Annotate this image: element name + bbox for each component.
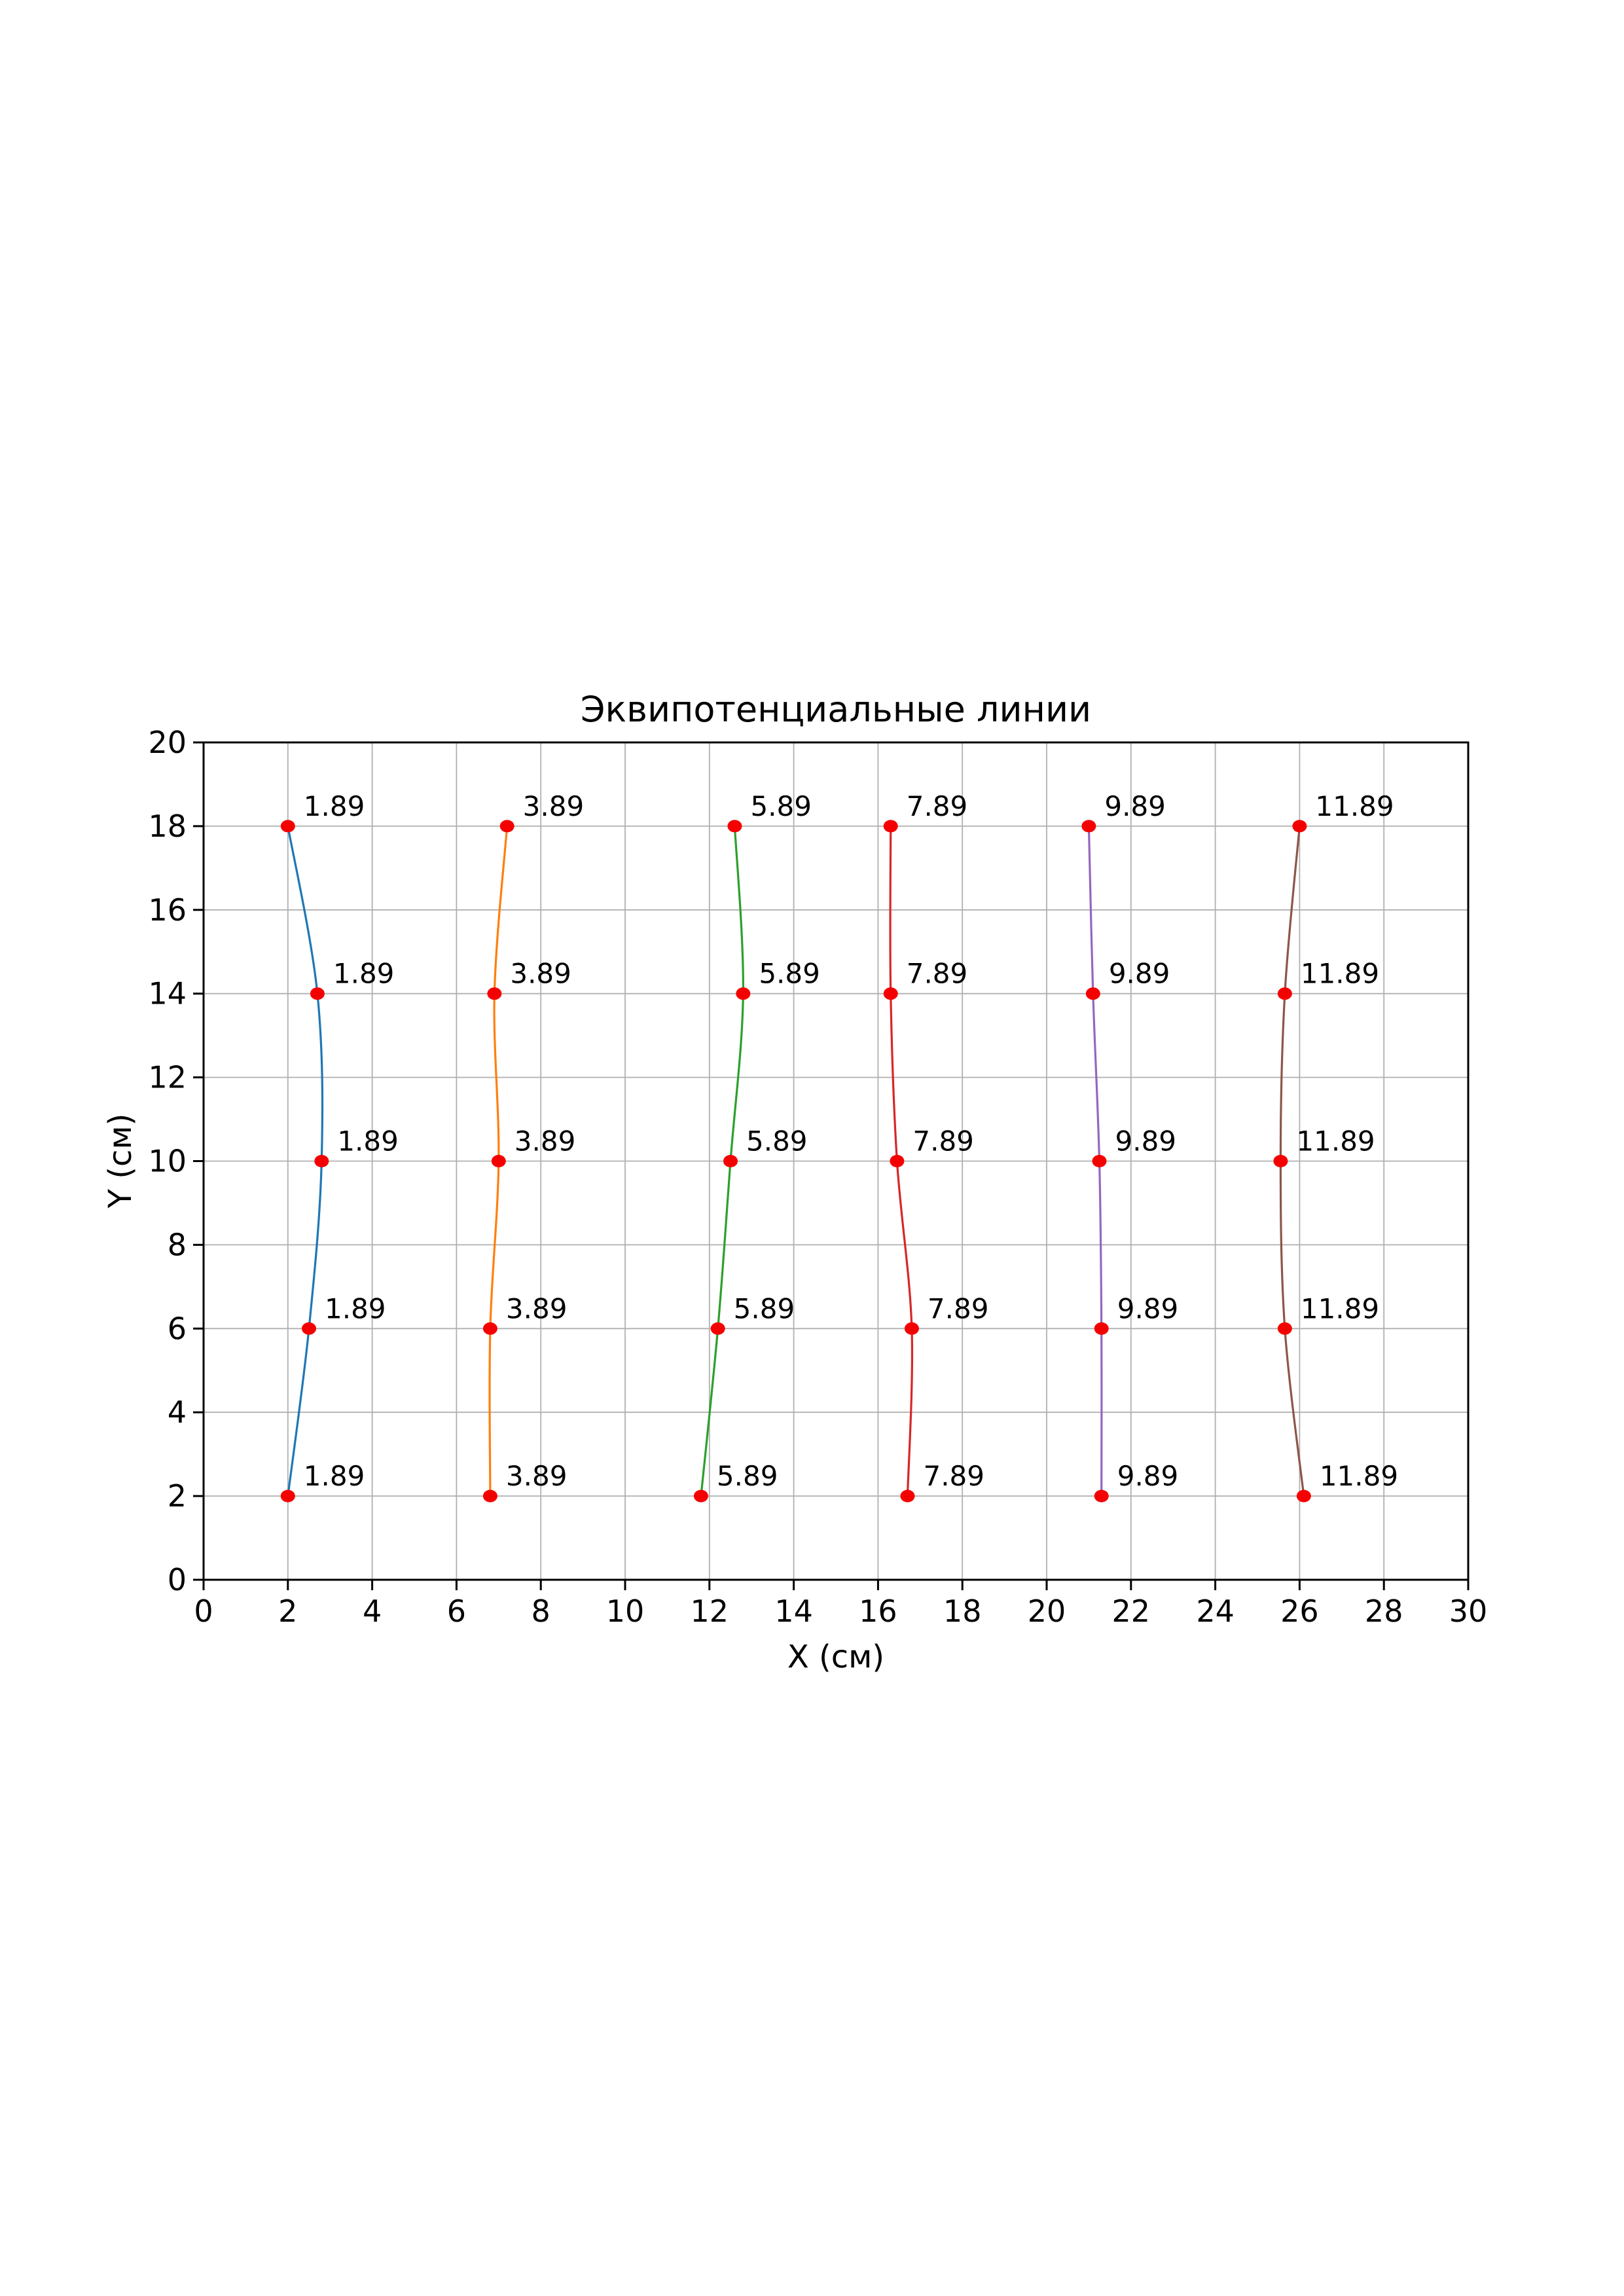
- point-label: 3.89: [510, 958, 571, 990]
- point-label: 11.89: [1301, 1292, 1379, 1324]
- point-label: 5.89: [759, 958, 820, 990]
- y-tick-label: 14: [148, 976, 187, 1011]
- point-label: 5.89: [746, 1125, 808, 1157]
- point-label: 1.89: [304, 1460, 365, 1492]
- point-label: 9.89: [1115, 1125, 1177, 1157]
- x-tick-label: 4: [363, 1594, 382, 1629]
- point-label: 1.89: [337, 1125, 399, 1157]
- data-point-marker: [1277, 987, 1292, 1000]
- data-point-marker: [1081, 820, 1096, 833]
- data-point-marker: [904, 1322, 919, 1335]
- point-label: 1.89: [333, 958, 395, 990]
- point-label: 5.89: [717, 1460, 778, 1492]
- data-point-marker: [900, 1489, 915, 1503]
- y-tick-label: 20: [148, 725, 187, 760]
- y-tick-label: 16: [148, 892, 187, 928]
- y-tick-label: 0: [168, 1562, 187, 1597]
- data-point-marker: [883, 987, 898, 1000]
- data-point-marker: [1273, 1155, 1288, 1167]
- x-tick-label: 30: [1449, 1594, 1488, 1629]
- x-tick-label: 0: [194, 1594, 213, 1629]
- data-point-marker: [1094, 1489, 1109, 1503]
- point-label: 5.89: [750, 790, 812, 822]
- data-point-marker: [487, 987, 502, 1000]
- x-tick-label: 16: [859, 1594, 897, 1629]
- data-point-marker: [693, 1489, 708, 1503]
- y-tick-label: 6: [168, 1311, 187, 1346]
- data-point-marker: [280, 1489, 295, 1503]
- data-point-marker: [314, 1155, 329, 1167]
- y-tick-label: 8: [168, 1227, 187, 1262]
- x-tick-label: 10: [606, 1594, 645, 1629]
- plot-spines: [202, 741, 1470, 1581]
- point-label: 7.89: [923, 1460, 984, 1492]
- point-label: 11.89: [1301, 958, 1379, 990]
- data-point-marker: [1296, 1489, 1311, 1503]
- data-point-marker: [302, 1322, 316, 1335]
- point-label: 7.89: [912, 1125, 974, 1157]
- y-tick-label: 12: [148, 1060, 187, 1095]
- x-tick-label: 24: [1196, 1594, 1235, 1629]
- point-label: 7.89: [907, 958, 968, 990]
- point-label: 3.89: [506, 1460, 568, 1492]
- data-point-marker: [1277, 1322, 1292, 1335]
- data-point-marker: [280, 820, 295, 833]
- data-point-marker: [723, 1155, 738, 1167]
- point-label: 11.89: [1296, 1125, 1375, 1157]
- point-label: 9.89: [1117, 1292, 1179, 1324]
- x-tick-label: 6: [447, 1594, 466, 1629]
- y-axis-label: Y (см): [102, 1114, 139, 1209]
- x-tick-label: 14: [774, 1594, 813, 1629]
- x-tick-label: 18: [943, 1594, 982, 1629]
- y-tick-label: 4: [168, 1394, 187, 1430]
- y-tick-label: 18: [148, 809, 187, 844]
- x-tick-label: 28: [1365, 1594, 1403, 1629]
- point-label: 7.89: [907, 790, 968, 822]
- data-point-marker: [1292, 820, 1307, 833]
- data-point-marker: [736, 987, 751, 1000]
- data-point-marker: [1094, 1322, 1109, 1335]
- point-label: 3.89: [523, 790, 585, 822]
- x-tick-label: 26: [1280, 1594, 1319, 1629]
- point-label: 11.89: [1315, 790, 1394, 822]
- point-label: 3.89: [506, 1292, 568, 1324]
- x-tick-label: 22: [1112, 1594, 1151, 1629]
- data-point-marker: [499, 820, 514, 833]
- point-label: 3.89: [514, 1125, 576, 1157]
- x-tick-label: 12: [691, 1594, 729, 1629]
- y-tick-label: 2: [168, 1478, 187, 1514]
- y-tick-label: 10: [148, 1144, 187, 1179]
- point-label: 11.89: [1320, 1460, 1398, 1492]
- point-label: 1.89: [325, 1292, 386, 1324]
- data-point-marker: [482, 1489, 497, 1503]
- data-point-marker: [1092, 1155, 1107, 1167]
- data-point-marker: [883, 820, 898, 833]
- x-axis-label: X (см): [787, 1639, 884, 1675]
- data-point-marker: [710, 1322, 725, 1335]
- data-point-marker: [482, 1322, 497, 1335]
- data-point-marker: [310, 987, 325, 1000]
- point-label: 9.89: [1104, 790, 1166, 822]
- data-point-marker: [727, 820, 742, 833]
- point-label: 7.89: [928, 1292, 989, 1324]
- data-point-marker: [1085, 987, 1100, 1000]
- x-tick-label: 8: [532, 1594, 550, 1629]
- data-point-marker: [890, 1155, 905, 1167]
- point-label: 1.89: [304, 790, 365, 822]
- point-label: 9.89: [1109, 958, 1170, 990]
- x-tick-label: 2: [278, 1594, 297, 1629]
- plot-area: 1.89 1.89 1.89 1.89 1.89 3.89 3.89 3.89 3.89 3.89…: [148, 725, 1487, 1629]
- point-label: 5.89: [734, 1292, 795, 1324]
- x-tick-label: 20: [1028, 1594, 1066, 1629]
- chart-title: Эквипотенциальные линии: [581, 689, 1091, 730]
- point-label: 9.89: [1117, 1460, 1179, 1492]
- data-point-marker: [491, 1155, 506, 1167]
